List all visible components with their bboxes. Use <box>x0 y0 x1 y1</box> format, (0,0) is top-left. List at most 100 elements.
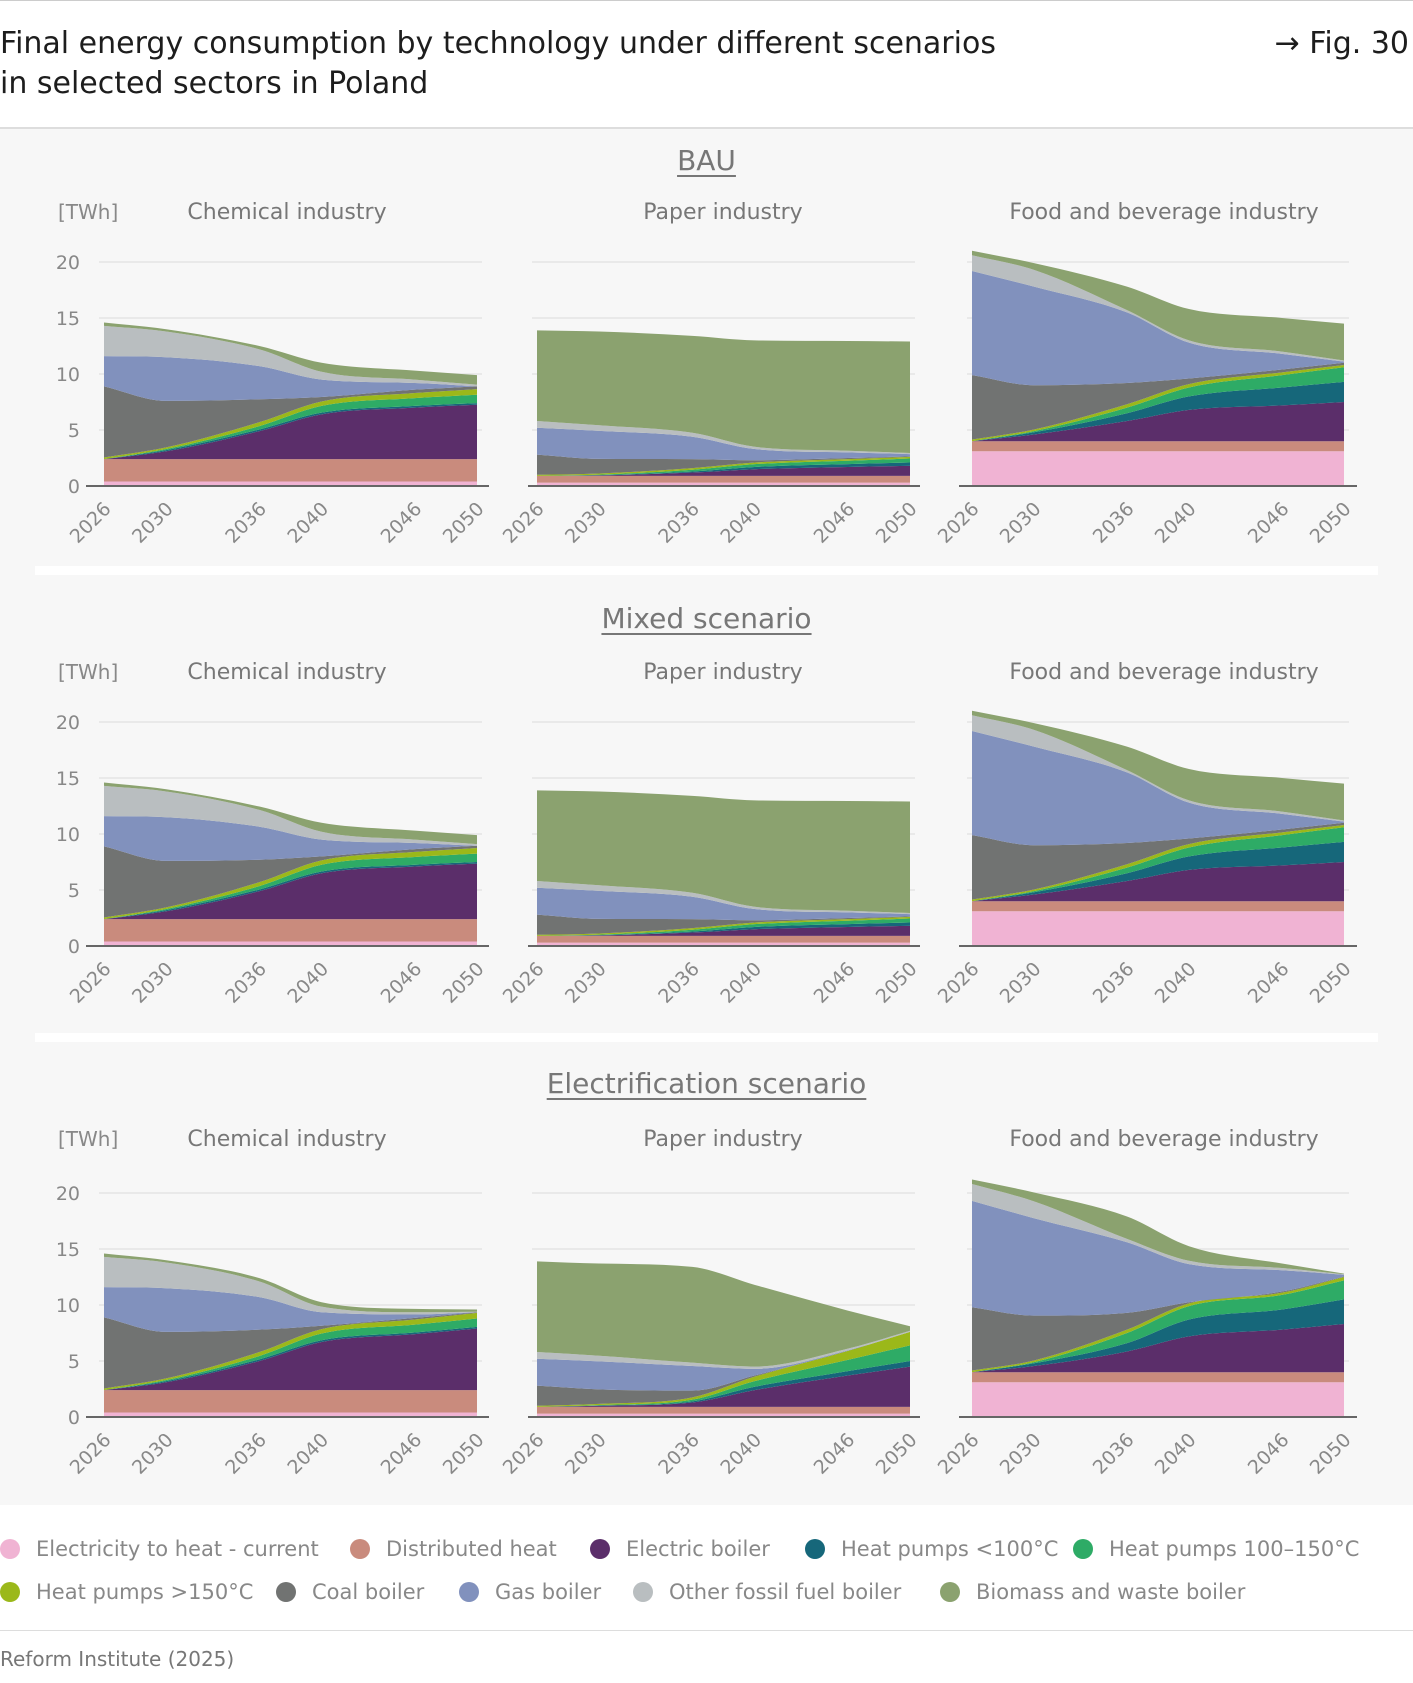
x-tick-label: 2026 <box>499 1429 549 1479</box>
y-tick-label: 20 <box>56 712 80 734</box>
area-biomass-and-waste-boiler <box>537 790 910 913</box>
x-tick-label: 2030 <box>561 958 611 1008</box>
area-electricity-to-heat-current <box>972 911 1344 946</box>
chart-2-chemical: 0 5 10 15 20 2026 2030 2036 2040 2046 2050 <box>56 1183 489 1479</box>
area-biomass-and-waste-boiler <box>972 1179 1344 1275</box>
x-tick-label: 2036 <box>654 1429 704 1479</box>
area-distributed-heat <box>972 1372 1344 1383</box>
legend-label: Biomass and waste boiler <box>976 1580 1246 1604</box>
y-tick-label: 0 <box>68 936 80 958</box>
x-tick-label: 2046 <box>810 958 860 1008</box>
area-electricity-to-heat-current <box>104 1412 477 1417</box>
x-tick-label: 2050 <box>439 1429 489 1479</box>
area-other-fossil-fuel-boiler <box>537 1330 910 1369</box>
x-tick-label: 2036 <box>221 958 271 1008</box>
x-tick-label: 2030 <box>128 1429 178 1479</box>
x-tick-label: 2040 <box>1151 498 1201 548</box>
area-other-fossil-fuel-boiler <box>104 785 477 846</box>
y-tick-label: 20 <box>56 252 80 274</box>
scenario-title-electrification: Electrification scenario <box>546 1067 867 1100</box>
panel-title-food: Food and beverage industry <box>1009 200 1319 225</box>
area-heat-pumps-100-150-c <box>972 827 1344 902</box>
area-other-fossil-fuel-boiler <box>537 421 910 455</box>
legend-swatch-icon <box>350 1539 370 1559</box>
area-heat-pumps-100-150-c <box>972 1280 1344 1373</box>
y-tick-label: 5 <box>68 880 80 902</box>
area-coal-boiler <box>537 1331 910 1406</box>
chart-1-food: 2026 2030 2036 2040 2046 2050 <box>934 710 1357 1008</box>
area-biomass-and-waste-boiler <box>104 1253 477 1313</box>
legend-swatch-icon <box>0 1582 20 1602</box>
y-tick-label: 10 <box>56 824 80 846</box>
area-distributed-heat <box>104 1390 477 1413</box>
area-gas-boiler <box>104 1287 477 1332</box>
area-coal-boiler <box>104 1312 477 1389</box>
area-heat-pumps-150-c <box>537 456 910 476</box>
area-gas-boiler <box>537 1331 910 1391</box>
area-electricity-to-heat-current <box>104 481 477 486</box>
area-heat-pumps-100-c <box>972 1299 1344 1373</box>
area-coal-boiler <box>537 914 910 935</box>
x-tick-label: 2050 <box>1306 958 1356 1008</box>
legend-item: Heat pumps >150°C <box>0 1580 253 1604</box>
area-heat-pumps-150-c <box>104 1312 477 1391</box>
area-coal-boiler <box>104 386 477 458</box>
area-distributed-heat <box>537 935 910 943</box>
legend-label: Heat pumps <100°C <box>841 1537 1059 1561</box>
chart-0-chemical: 0 5 10 15 20 2026 2030 2036 2040 2046 2050 <box>56 252 489 548</box>
panel-title-food: Food and beverage industry <box>1009 660 1319 685</box>
area-gas-boiler <box>104 356 477 401</box>
area-coal-boiler <box>972 822 1344 900</box>
panel-title-paper: Paper industry <box>643 200 803 225</box>
x-tick-label: 2046 <box>1244 958 1294 1008</box>
y-tick-label: 15 <box>56 1239 80 1261</box>
panel-title-chemical: Chemical industry <box>187 200 387 225</box>
x-tick-label: 2046 <box>1244 1429 1294 1479</box>
area-electric-boiler <box>537 925 910 936</box>
x-tick-label: 2030 <box>128 958 178 1008</box>
area-electric-boiler <box>104 863 477 920</box>
legend-label: Other fossil fuel boiler <box>669 1580 902 1604</box>
x-tick-label: 2036 <box>221 498 271 548</box>
y-axis-unit: [TWh] <box>58 200 119 224</box>
area-gas-boiler <box>972 270 1344 386</box>
area-coal-boiler <box>972 362 1344 440</box>
area-electric-boiler <box>972 1324 1344 1373</box>
y-tick-label: 20 <box>56 1183 80 1205</box>
area-heat-pumps-150-c <box>972 825 1344 902</box>
legend-swatch-icon <box>940 1582 960 1602</box>
x-tick-label: 2046 <box>377 958 427 1008</box>
y-tick-label: 10 <box>56 364 80 386</box>
legend-item: Distributed heat <box>350 1537 557 1561</box>
area-heat-pumps-100-150-c <box>537 918 910 936</box>
legend-item: Electricity to heat - current <box>0 1537 319 1561</box>
x-tick-label: 2046 <box>377 498 427 548</box>
panel-title-paper: Paper industry <box>643 660 803 685</box>
area-distributed-heat <box>972 441 1344 452</box>
area-other-fossil-fuel-boiler <box>537 881 910 915</box>
area-gas-boiler <box>104 816 477 861</box>
source-note: Reform Institute (2025) <box>0 1647 235 1671</box>
area-gas-boiler <box>972 730 1344 846</box>
legend-swatch-icon <box>1073 1539 1093 1559</box>
area-electric-boiler <box>104 404 477 460</box>
area-coal-boiler <box>537 454 910 475</box>
x-tick-label: 2040 <box>1151 958 1201 1008</box>
x-tick-label: 2030 <box>561 498 611 548</box>
y-axis-unit: [TWh] <box>58 1127 119 1151</box>
figure-title: Final energy consumption by technology u… <box>0 24 996 104</box>
y-tick-label: 15 <box>56 308 80 330</box>
area-biomass-and-waste-boiler <box>972 250 1344 361</box>
x-tick-label: 2050 <box>872 1429 922 1479</box>
legend-swatch-icon <box>805 1539 825 1559</box>
chart-2-food: 2026 2030 2036 2040 2046 2050 <box>934 1179 1357 1479</box>
y-tick-label: 5 <box>68 420 80 442</box>
x-tick-label: 2026 <box>499 958 549 1008</box>
x-tick-label: 2040 <box>1151 1429 1201 1479</box>
legend-swatch-icon <box>276 1582 296 1602</box>
area-biomass-and-waste-boiler <box>537 330 910 453</box>
area-heat-pumps-100-c <box>972 381 1344 442</box>
x-tick-label: 2040 <box>716 498 766 548</box>
scenario-title-bau: BAU <box>677 144 736 177</box>
panel-title-chemical: Chemical industry <box>187 1127 387 1152</box>
